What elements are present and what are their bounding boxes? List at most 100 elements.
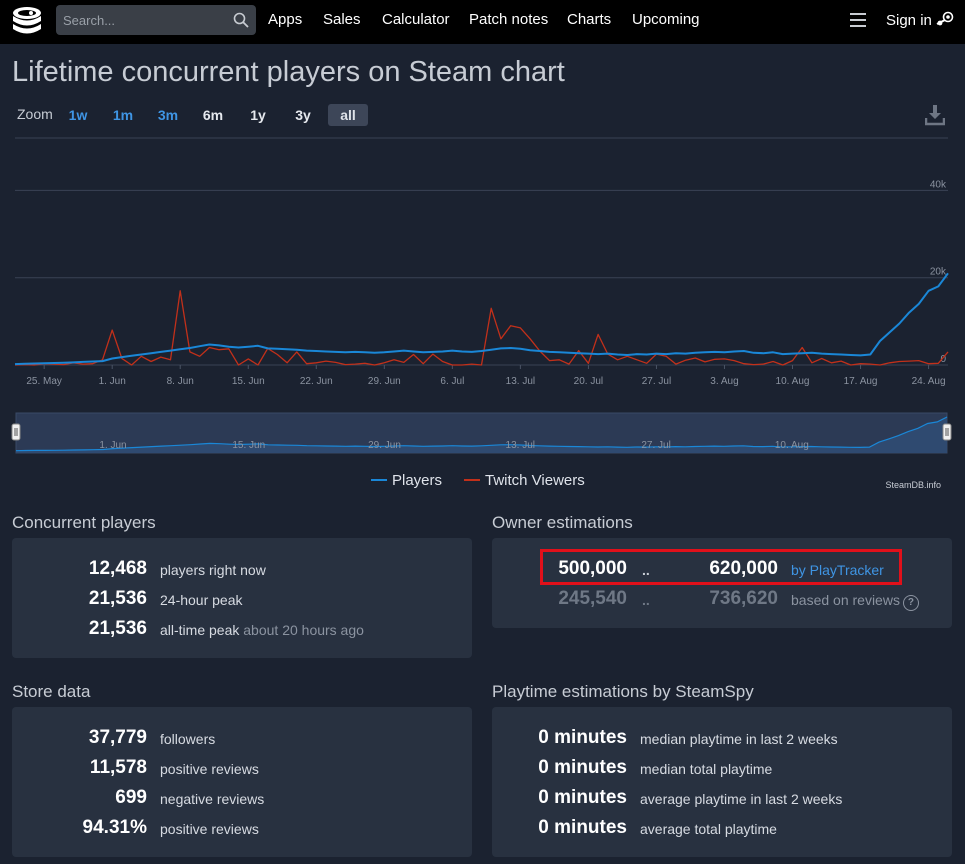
zoom-3y-button[interactable]: 3y [295,107,311,123]
navigator-right-handle[interactable] [942,423,952,441]
nav-link-sales[interactable]: Sales [323,11,361,28]
x-tick-label: 25. May [26,376,62,387]
download-icon[interactable] [925,104,945,126]
x-tick-label: 1. Jun [99,376,126,387]
zoom-3m-button[interactable]: 3m [157,107,179,123]
all-time-peak-time[interactable]: about 20 hours ago [243,622,364,638]
owners-reviews-high: 736,620 [709,588,778,609]
help-icon[interactable]: ? [902,595,919,611]
chart-legend: Players Twitch Viewers [371,472,585,489]
nav-link-charts[interactable]: Charts [567,11,612,28]
search-icon[interactable] [233,12,249,28]
playtime-average-2w-label: average playtime in last 2 weeks [640,791,843,807]
y-tick-label: 40k [930,179,947,190]
owners-reviews-text: based on reviews [791,592,900,608]
owners-reviews-sep: .. [642,592,650,608]
navigator-label: 1. Jun [99,440,126,451]
owners-reviews-label: based on reviews? [791,592,919,611]
owners-playtracker-sep: .. [642,562,650,578]
playtime-median-2w-label: median playtime in last 2 weeks [640,731,838,747]
navigator-label: 15. Jun [232,440,265,451]
chart-grid [15,137,948,366]
x-tick-label: 22. Jun [300,376,333,387]
players-series-line[interactable] [14,272,949,366]
concurrent-panel: 12,468 players right now 21,536 24-hour … [12,538,472,658]
nav-link-calculator[interactable]: Calculator [382,11,450,28]
nav-link-upcoming[interactable]: Upcoming [632,11,700,28]
sign-in-link[interactable]: Sign in [886,11,954,29]
zoom-all-button[interactable]: all [328,104,368,126]
x-tick-label: 20. Jul [574,376,603,387]
navigator-label: 13. Jul [506,440,535,451]
players-chart[interactable]: 0 20k 40k 25. May 1. Jun 8. Jun 15. Jun 22. Ju… [0,130,965,490]
x-tick-label: 6. Jul [440,376,464,387]
x-tick-label: 29. Jun [368,376,401,387]
owners-playtracker-high: 620,000 [709,558,778,579]
y-tick-label: 20k [930,267,947,278]
page-title: Lifetime concurrent players on Steam cha… [12,56,565,88]
positive-reviews-label: positive reviews [160,761,259,777]
x-tick-label: 15. Jun [232,376,265,387]
owners-playtracker-low: 500,000 [558,558,627,579]
top-nav: Apps Sales Calculator Patch notes Charts… [0,0,965,44]
menu-icon[interactable] [850,13,866,27]
zoom-1m-button[interactable]: 1m [112,107,134,123]
concurrent-now-value: 12,468 [88,558,147,579]
playtime-median-2w-value: 0 minutes [538,727,627,748]
concurrent-title: Concurrent players [12,513,156,532]
positive-percent-value: 94.31% [82,817,147,838]
concurrent-now-label: players right now [160,562,266,578]
nav-link-apps[interactable]: Apps [268,11,303,28]
chart-credit[interactable]: SteamDB.info [885,480,941,490]
negative-reviews-value: 699 [115,787,147,808]
all-time-peak-value: 21,536 [88,618,147,639]
x-tick-label: 24. Aug [912,376,946,387]
all-time-peak-text: all-time peak [160,622,240,638]
chart-navigator[interactable]: 1. Jun 15. Jun 29. Jun 13. Jul 27. Jul 10. Au… [11,412,952,454]
playtime-median-total-value: 0 minutes [538,757,627,778]
playtime-average-2w-value: 0 minutes [538,787,627,808]
owners-title: Owner estimations [492,513,633,532]
search-box [56,5,256,35]
positive-percent-label: positive reviews [160,821,259,837]
playtime-average-total-value: 0 minutes [538,817,627,838]
x-tick-label: 10. Aug [776,376,810,387]
playtracker-link[interactable]: by PlayTracker [791,562,884,578]
all-time-peak-label: all-time peak about 20 hours ago [160,622,364,638]
negative-reviews-label: negative reviews [160,791,265,807]
x-tick-label: 3. Aug [710,376,738,387]
followers-value: 37,779 [88,727,147,748]
steamdb-logo-icon[interactable] [10,5,44,39]
owners-reviews-low: 245,540 [558,588,627,609]
y-tick-label: 0 [940,354,946,365]
twitch-series-line[interactable] [14,290,949,366]
playtime-panel: 0 minutes median playtime in last 2 week… [492,707,952,857]
legend-players-label[interactable]: Players [392,472,442,489]
navigator-label: 27. Jul [641,440,670,451]
peak-24h-label: 24-hour peak [160,592,243,608]
x-tick-label: 8. Jun [167,376,194,387]
playtime-median-total-label: median total playtime [640,761,773,777]
x-tick-label: 13. Jul [506,376,535,387]
x-axis: 25. May 1. Jun 8. Jun 15. Jun 22. Jun 29. Jun… [26,365,946,387]
zoom-1w-button[interactable]: 1w [68,107,88,123]
x-tick-label: 17. Aug [844,376,878,387]
navigator-label: 10. Aug [775,440,809,451]
store-title: Store data [12,682,91,701]
store-panel: 37,779 followers 11,578 positive reviews… [12,707,472,857]
zoom-1y-button[interactable]: 1y [250,107,266,123]
owners-panel: 500,000 .. 620,000 by PlayTracker 245,54… [492,538,952,628]
playtime-title: Playtime estimations by SteamSpy [492,682,754,701]
playtime-average-total-label: average total playtime [640,821,777,837]
chart-series [14,272,949,366]
peak-24h-value: 21,536 [88,588,147,609]
positive-reviews-value: 11,578 [89,757,147,778]
y-axis: 0 20k 40k [930,179,947,365]
search-input[interactable] [56,5,231,35]
legend-twitch-label[interactable]: Twitch Viewers [485,472,585,489]
navigator-left-handle[interactable] [11,423,21,441]
nav-link-patch-notes[interactable]: Patch notes [469,11,549,28]
followers-label: followers [160,731,216,747]
zoom-6m-button[interactable]: 6m [202,107,224,123]
sign-in-label: Sign in [886,12,932,29]
